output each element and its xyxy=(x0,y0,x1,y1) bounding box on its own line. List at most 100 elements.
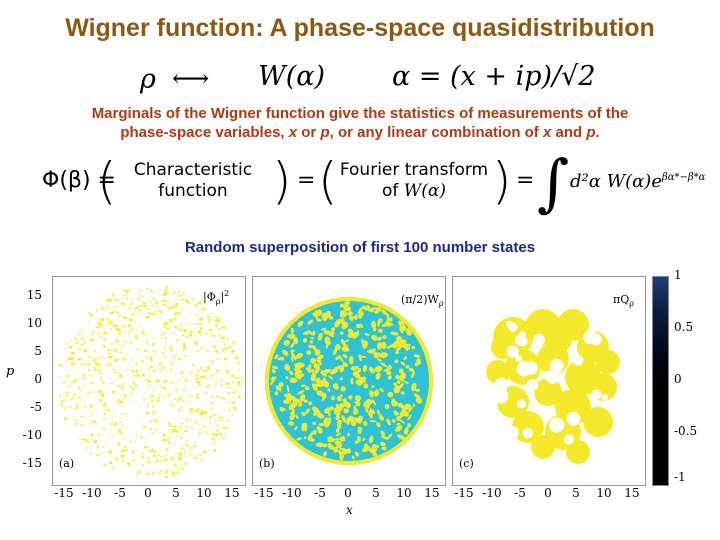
interference-fringe xyxy=(316,309,323,316)
interference-fringe xyxy=(339,447,348,451)
speckle-dot xyxy=(192,445,196,448)
speckle-dot xyxy=(146,473,150,475)
interference-fringe xyxy=(358,323,364,328)
speckle-dot xyxy=(217,327,221,330)
speckle-dot xyxy=(152,389,155,391)
interference-fringe xyxy=(372,399,377,406)
speckle-dot xyxy=(220,378,223,382)
speckle-dot xyxy=(119,374,122,376)
speckle-dot xyxy=(95,454,100,457)
husimi-hole xyxy=(518,331,526,339)
interference-fringe xyxy=(297,390,305,395)
interference-fringe xyxy=(336,395,342,402)
speckle-dot xyxy=(73,394,77,396)
interference-fringe xyxy=(406,328,412,336)
interference-fringe xyxy=(365,405,369,413)
speckle-dot xyxy=(171,472,176,476)
interference-fringe xyxy=(354,400,361,405)
speckle-dot xyxy=(114,299,117,301)
interference-fringe xyxy=(381,309,388,316)
panel-c-corner: (c) xyxy=(459,457,474,470)
interference-fringe xyxy=(357,435,361,443)
speckle-dot xyxy=(156,453,161,457)
speckle-dot xyxy=(130,359,133,362)
interference-fringe xyxy=(376,421,381,428)
x-tick-label-a: -5 xyxy=(114,486,126,500)
speckle-dot xyxy=(79,349,82,351)
speckle-dot xyxy=(103,338,107,342)
panel-b-label-main: (π/2)W xyxy=(401,293,439,306)
interference-fringe xyxy=(379,387,384,393)
speckle-dot xyxy=(124,304,126,307)
speckle-dot xyxy=(158,380,161,383)
speckle-dot xyxy=(131,369,135,372)
husimi-hole xyxy=(518,336,528,347)
interference-fringe xyxy=(369,435,374,444)
speckle-dot xyxy=(98,356,102,358)
speckle-dot xyxy=(91,383,94,385)
y-tick-label: 15 xyxy=(26,288,42,302)
fourier-transform-box: Fourier transform of W(α) xyxy=(334,160,494,202)
speckle-dot xyxy=(68,406,73,408)
speckle-dot xyxy=(225,383,229,385)
interference-fringe xyxy=(394,359,399,364)
husimi-hole xyxy=(516,399,526,409)
speckle-dot xyxy=(182,389,186,392)
speckle-dot xyxy=(74,342,78,344)
speckle-dot xyxy=(224,347,228,350)
speckle-dot xyxy=(85,438,87,440)
speckle-dot xyxy=(197,330,201,334)
speckle-dot xyxy=(114,370,116,374)
scatter-plot-a xyxy=(58,286,243,479)
speckle-dot xyxy=(217,351,219,353)
y-tick-label: 0 xyxy=(34,372,42,386)
speckle-dot xyxy=(214,324,219,327)
speckle-dot xyxy=(147,297,149,300)
speckle-dot xyxy=(175,354,178,357)
speckle-dot xyxy=(100,395,105,397)
speckle-dot xyxy=(165,469,168,472)
speckle-dot xyxy=(172,355,176,359)
speckle-dot xyxy=(189,334,193,337)
speckle-dot xyxy=(188,330,192,333)
speckle-dot xyxy=(172,425,176,428)
speckle-dot xyxy=(174,471,178,473)
husimi-hole xyxy=(533,333,545,346)
speckle-dot xyxy=(180,423,184,425)
speckle-dot xyxy=(138,290,140,293)
speckle-dot xyxy=(125,370,127,372)
speckle-dot xyxy=(151,394,154,398)
speckle-dot xyxy=(130,342,132,345)
speckle-dot xyxy=(182,399,185,403)
speckle-dot xyxy=(171,292,174,294)
speckle-dot xyxy=(183,453,186,456)
speckle-dot xyxy=(212,346,216,348)
wigner-symbol: W(α) xyxy=(258,61,326,92)
speckle-dot xyxy=(221,433,223,437)
speckle-dot xyxy=(195,303,198,305)
speckle-dot xyxy=(82,349,86,351)
interference-fringe xyxy=(329,333,332,337)
speckle-dot xyxy=(183,329,187,332)
speckle-dot xyxy=(93,366,97,369)
interference-fringe xyxy=(362,340,368,349)
speckle-dot xyxy=(205,377,209,380)
speckle-dot xyxy=(235,388,237,392)
speckle-dot xyxy=(147,380,151,383)
speckle-dot xyxy=(122,316,126,318)
interference-fringe xyxy=(326,417,332,426)
interference-fringe xyxy=(321,327,327,331)
speckle-dot xyxy=(168,429,172,431)
interference-fringe xyxy=(317,382,325,388)
slide-title: Wigner function: A phase-space quasidist… xyxy=(65,14,655,42)
speckle-dot xyxy=(215,326,217,328)
speckle-dot xyxy=(231,374,235,377)
char-bottom: function xyxy=(158,181,228,201)
speckle-dot xyxy=(90,382,93,385)
speckle-dot xyxy=(111,415,114,417)
speckle-dot xyxy=(136,348,140,350)
interference-fringe xyxy=(295,368,303,374)
speckle-dot xyxy=(73,379,76,383)
speckle-dot xyxy=(170,430,174,433)
interference-fringe xyxy=(395,374,400,379)
